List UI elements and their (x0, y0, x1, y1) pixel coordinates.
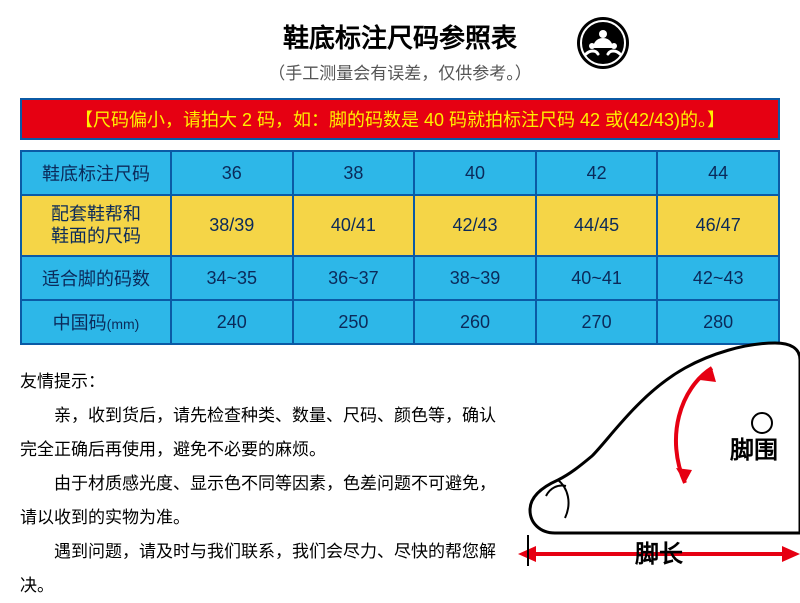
row-label: 鞋底标注尺码 (21, 151, 171, 195)
cell: 36~37 (293, 256, 415, 300)
cell: 36 (171, 151, 293, 195)
label-length: 脚长 (635, 541, 684, 568)
cell: 40/41 (293, 195, 415, 256)
cell: 44/45 (536, 195, 658, 256)
tips-heading: 友情提示： (20, 365, 510, 399)
cell: 38 (293, 151, 415, 195)
foot-diagram: 脚围 脚长 (510, 338, 800, 568)
warning-banner: 【尺码偏小，请拍大 2 码，如：脚的码数是 40 码就拍标注尺码 42 或(42… (20, 98, 780, 140)
cell: 38/39 (171, 195, 293, 256)
table-row: 适合脚的码数 34~35 36~37 38~39 40~41 42~43 (21, 256, 779, 300)
page-subtitle: （手工测量会有误差，仅供参考。） (0, 59, 800, 84)
size-table: 鞋底标注尺码 36 38 40 42 44 配套鞋帮和 鞋面的尺码 38/39 … (20, 150, 780, 345)
table-row: 鞋底标注尺码 36 38 40 42 44 (21, 151, 779, 195)
cell: 40 (414, 151, 536, 195)
cell: 42~43 (657, 256, 779, 300)
page-title: 鞋底标注尺码参照表 (0, 18, 800, 55)
cell: 42/43 (414, 195, 536, 256)
cell: 42 (536, 151, 658, 195)
cell: 34~35 (171, 256, 293, 300)
row-label: 配套鞋帮和 鞋面的尺码 (21, 195, 171, 256)
tips-section: 友情提示： 亲，收到货后，请先检查种类、数量、尺码、颜色等，确认完全正确后再使用… (20, 365, 510, 603)
cell: 250 (293, 300, 415, 344)
tips-paragraph: 亲，收到货后，请先检查种类、数量、尺码、颜色等，确认完全正确后再使用，避免不必要… (20, 399, 510, 467)
cell: 240 (171, 300, 293, 344)
row-label: 中国码(mm) (21, 300, 171, 344)
label-circumference: 脚围 (730, 437, 778, 464)
cell: 38~39 (414, 256, 536, 300)
cell: 46/47 (657, 195, 779, 256)
cell: 40~41 (536, 256, 658, 300)
cell: 44 (657, 151, 779, 195)
tips-paragraph: 遇到问题，请及时与我们联系，我们会尽力、尽快的帮您解决。 (20, 535, 510, 603)
tips-paragraph: 由于材质感光度、显示色不同等因素，色差问题不可避免，请以收到的实物为准。 (20, 467, 510, 535)
brand-logo-icon (576, 16, 630, 70)
table-row: 配套鞋帮和 鞋面的尺码 38/39 40/41 42/43 44/45 46/4… (21, 195, 779, 256)
row-label: 适合脚的码数 (21, 256, 171, 300)
